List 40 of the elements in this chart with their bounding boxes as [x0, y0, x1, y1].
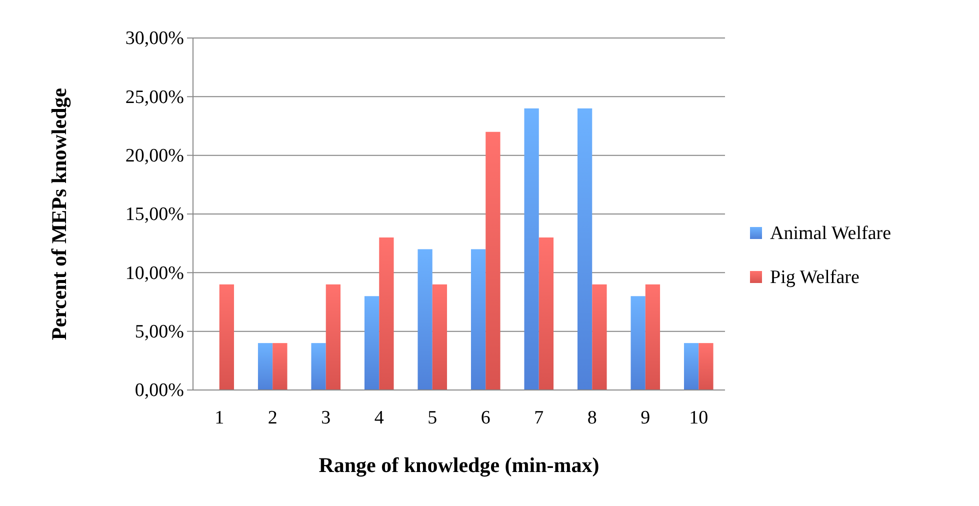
x-tick-label: 9: [640, 407, 650, 428]
bar: [592, 284, 607, 390]
bar: [698, 343, 714, 390]
x-tick-label: 7: [534, 407, 544, 428]
x-tick-label: 4: [374, 407, 384, 428]
bar: [630, 296, 646, 390]
bar: [272, 343, 288, 390]
bar: [486, 132, 500, 390]
bar: [364, 296, 380, 390]
y-tick-label: 30,00%: [125, 28, 184, 50]
bar: [219, 284, 234, 390]
x-tick-label: 5: [428, 407, 438, 428]
bar: [524, 108, 539, 390]
bar: [311, 343, 326, 390]
bar: [379, 237, 394, 390]
y-tick-label: 15,00%: [125, 204, 184, 226]
bar: [684, 343, 699, 390]
bar: [645, 284, 660, 390]
y-tick-label: 20,00%: [125, 145, 184, 166]
x-tick-label: 10: [689, 407, 708, 428]
bar: [418, 249, 432, 390]
bar: [538, 237, 554, 390]
x-tick-label: 3: [321, 407, 331, 428]
y-tick-label: 0,00%: [134, 380, 184, 402]
bar: [326, 284, 341, 390]
bar: [577, 108, 592, 390]
x-tick-label: 2: [268, 407, 278, 428]
bar: [470, 249, 486, 390]
x-axis-title: Range of knowledge (min-max): [318, 453, 600, 477]
y-axis-title: Percent of MEPs knowledge: [47, 88, 71, 340]
bar: [258, 343, 273, 390]
y-tick-label: 5,00%: [134, 321, 184, 342]
x-tick-label: 8: [587, 407, 597, 428]
y-tick-label: 10,00%: [125, 262, 184, 284]
x-tick-label: 1: [214, 407, 224, 428]
x-tick-label: 6: [480, 407, 490, 428]
legend-label: Pig Welfare: [770, 267, 860, 288]
legend-label: Animal Welfare: [770, 223, 892, 244]
bar: [432, 284, 448, 390]
y-tick-label: 25,00%: [125, 86, 184, 108]
